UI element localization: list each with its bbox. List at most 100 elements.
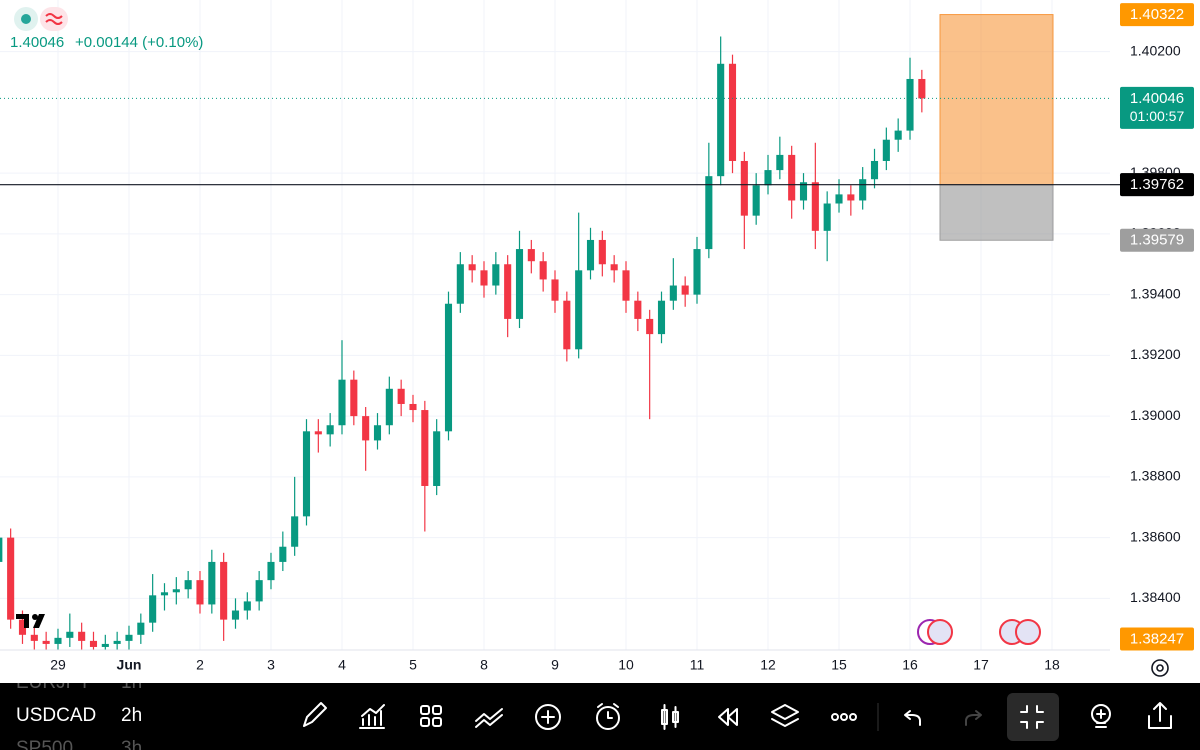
candle-body [681, 285, 689, 295]
x-tick-label: 12 [760, 657, 776, 673]
tv-logo [16, 614, 45, 628]
more-icon[interactable] [831, 713, 857, 721]
plot [0, 14, 1110, 650]
candle-body [563, 300, 571, 350]
symbol-list[interactable]: EURJPY1h USDCAD 2h SP500 3h [16, 683, 226, 750]
candle-body [101, 643, 109, 647]
symbol: EURJPY [16, 683, 121, 699]
undo-icon[interactable] [904, 710, 921, 726]
event-icons[interactable] [917, 619, 1041, 645]
price-label: 1.40046 [1130, 90, 1184, 107]
replay-icon[interactable] [718, 708, 738, 726]
redo-icon[interactable] [965, 710, 982, 726]
chart: 1.38400 1.38600 1.38800 1.39000 1.39200 1.394… [0, 0, 1194, 677]
layout-icon[interactable] [420, 705, 442, 727]
candle-icon[interactable] [661, 704, 679, 730]
x-tick-label: 2 [196, 657, 204, 673]
layers-icon[interactable] [771, 704, 799, 727]
x-tick-label: 15 [831, 657, 847, 673]
candle-body [717, 63, 725, 177]
candle-body [196, 580, 204, 605]
candle-body [149, 595, 157, 623]
interval: 2h [121, 705, 143, 726]
interval: 3h [121, 738, 143, 750]
y-tick-label: 1.40200 [1130, 42, 1181, 58]
candle-body [350, 379, 358, 417]
candle-body [799, 182, 808, 201]
price-label-bg [1120, 173, 1194, 197]
x-tick-label: Jun [117, 657, 142, 673]
symbol-row[interactable]: USDCAD 2h [16, 699, 226, 732]
candle-body [172, 589, 180, 593]
share-icon[interactable] [1148, 702, 1172, 729]
candle-body [160, 592, 169, 596]
grid [0, 0, 1110, 650]
y-tick-label: 1.39000 [1130, 407, 1181, 423]
candle-body [622, 270, 630, 301]
candle-body [444, 303, 453, 432]
candle-body [586, 239, 595, 271]
x-tick-label: 18 [1044, 657, 1060, 673]
symbol-row[interactable]: EURJPY1h [16, 683, 226, 699]
target-zone [939, 14, 1054, 186]
candle-body [338, 379, 346, 426]
y-tick-label: 1.39200 [1130, 346, 1181, 362]
x-tick-label: 17 [973, 657, 989, 673]
candle-body [515, 249, 524, 319]
candle-body [740, 160, 748, 216]
settings-icon[interactable] [1151, 659, 1169, 677]
candle-body [610, 264, 618, 271]
candle-body [30, 634, 38, 641]
candle-body [705, 176, 713, 250]
candle-body [894, 130, 902, 140]
candle-body [89, 640, 98, 647]
price-label: 1.39762 [1130, 176, 1184, 193]
price-label: 1.39579 [1130, 232, 1184, 249]
candle-body [764, 170, 772, 186]
symbol: SP500 [16, 738, 74, 750]
add-icon[interactable] [535, 704, 561, 730]
ideas-icon[interactable] [1091, 704, 1111, 728]
candle-body [527, 249, 535, 262]
price-change: +0.00144 (+0.10%) [75, 34, 203, 51]
chart-type-icon[interactable] [40, 7, 68, 31]
candle-body [243, 601, 251, 611]
trend-icon[interactable] [475, 708, 503, 728]
candle-body [456, 264, 464, 304]
y-tick-label: 1.38600 [1130, 528, 1181, 544]
fullscreen-button[interactable] [1007, 693, 1059, 741]
candle-body [433, 431, 441, 486]
candle-body [220, 561, 228, 620]
y-tick-label: 1.38800 [1130, 468, 1181, 484]
price-label: 1.40322 [1130, 6, 1184, 23]
candle-body [669, 285, 677, 301]
x-tick-label: 29 [50, 657, 66, 673]
candle-body [634, 300, 642, 319]
candle-body [646, 318, 654, 335]
countdown: 01:00:57 [1130, 108, 1185, 124]
candle-body [657, 300, 666, 335]
x-tick-label: 11 [690, 657, 705, 673]
y-tick-label: 1.38400 [1130, 589, 1181, 605]
candle-body [184, 580, 192, 590]
x-tick-label: 16 [902, 657, 918, 673]
candle-body [7, 537, 15, 620]
candle-body [54, 637, 62, 644]
alert-icon[interactable] [596, 703, 620, 730]
y-tick-label: 1.39400 [1130, 285, 1181, 301]
candle-body [137, 622, 145, 635]
x-tick-label: 9 [551, 657, 559, 673]
indicators-icon[interactable] [359, 704, 385, 729]
candle-body [125, 634, 133, 641]
candle-body [279, 546, 287, 562]
candle-body [811, 182, 819, 231]
x-tick-label: 5 [409, 657, 417, 673]
symbol-row[interactable]: SP500 3h [16, 732, 226, 750]
candle-body [468, 264, 476, 271]
toolbar-icons [303, 693, 1172, 741]
candle-body [42, 640, 50, 644]
candle-body [859, 179, 867, 201]
draw-icon[interactable] [303, 702, 327, 727]
candle-body [397, 388, 405, 404]
